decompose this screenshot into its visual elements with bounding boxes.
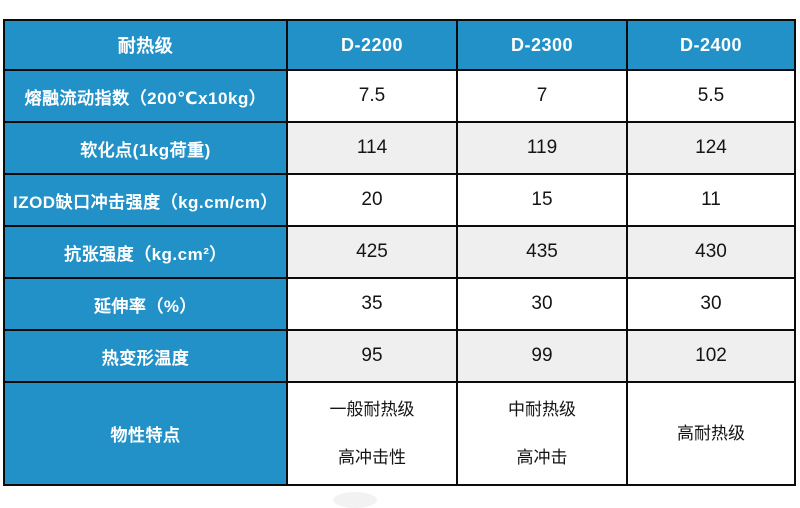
header-cell-d2300: D-2300 [456,19,628,71]
cell-softening-d2400: 124 [626,121,796,175]
table-row-heat-deflection: 热变形温度 95 99 102 [3,329,796,383]
table-row-softening-point: 软化点(1kg荷重) 114 119 124 [3,121,796,175]
cell-traits-d2200: 一般耐热级 高冲击性 [286,381,458,486]
table-row-property-traits: 物性特点 一般耐热级 高冲击性 中耐热级 高冲击 高耐热级 [3,381,796,486]
header-cell-grade: 耐热级 [3,19,288,71]
row-label-elongation: 延伸率（%） [3,277,288,331]
row-label-softening-point: 软化点(1kg荷重) [3,121,288,175]
cell-melt-flow-d2300: 7 [456,69,628,123]
cell-heat-deflection-d2200: 95 [286,329,458,383]
header-cell-d2400: D-2400 [626,19,796,71]
cell-melt-flow-d2200: 7.5 [286,69,458,123]
row-label-tensile-strength: 抗张强度（kg.cm²） [3,225,288,279]
spec-table: 耐热级 D-2200 D-2300 D-2400 熔融流动指数（200℃x10k… [3,19,796,486]
cell-elongation-d2200: 35 [286,277,458,331]
cell-melt-flow-d2400: 5.5 [626,69,796,123]
header-row: 耐热级 D-2200 D-2300 D-2400 [3,19,796,71]
table-row-melt-flow-index: 熔融流动指数（200℃x10kg） 7.5 7 5.5 [3,69,796,123]
cell-heat-deflection-d2400: 102 [626,329,796,383]
cell-izod-d2400: 11 [626,173,796,227]
cell-traits-d2400: 高耐热级 [626,381,796,486]
cell-traits-d2300: 中耐热级 高冲击 [456,381,628,486]
cell-elongation-d2400: 30 [626,277,796,331]
cell-tensile-d2400: 430 [626,225,796,279]
cell-izod-d2300: 15 [456,173,628,227]
table-row-izod-impact: IZOD缺口冲击强度（kg.cm/cm） 20 15 11 [3,173,796,227]
row-label-heat-deflection: 热变形温度 [3,329,288,383]
cell-izod-d2200: 20 [286,173,458,227]
cell-tensile-d2300: 435 [456,225,628,279]
row-label-melt-flow-index: 熔融流动指数（200℃x10kg） [3,69,288,123]
cell-softening-d2300: 119 [456,121,628,175]
row-label-izod-impact: IZOD缺口冲击强度（kg.cm/cm） [3,173,288,227]
row-label-property-traits: 物性特点 [3,381,288,486]
cell-heat-deflection-d2300: 99 [456,329,628,383]
cell-softening-d2200: 114 [286,121,458,175]
cell-tensile-d2200: 425 [286,225,458,279]
header-cell-d2200: D-2200 [286,19,458,71]
table-row-tensile-strength: 抗张强度（kg.cm²） 425 435 430 [3,225,796,279]
watermark-partial [333,492,377,508]
cell-elongation-d2300: 30 [456,277,628,331]
table-row-elongation: 延伸率（%） 35 30 30 [3,277,796,331]
